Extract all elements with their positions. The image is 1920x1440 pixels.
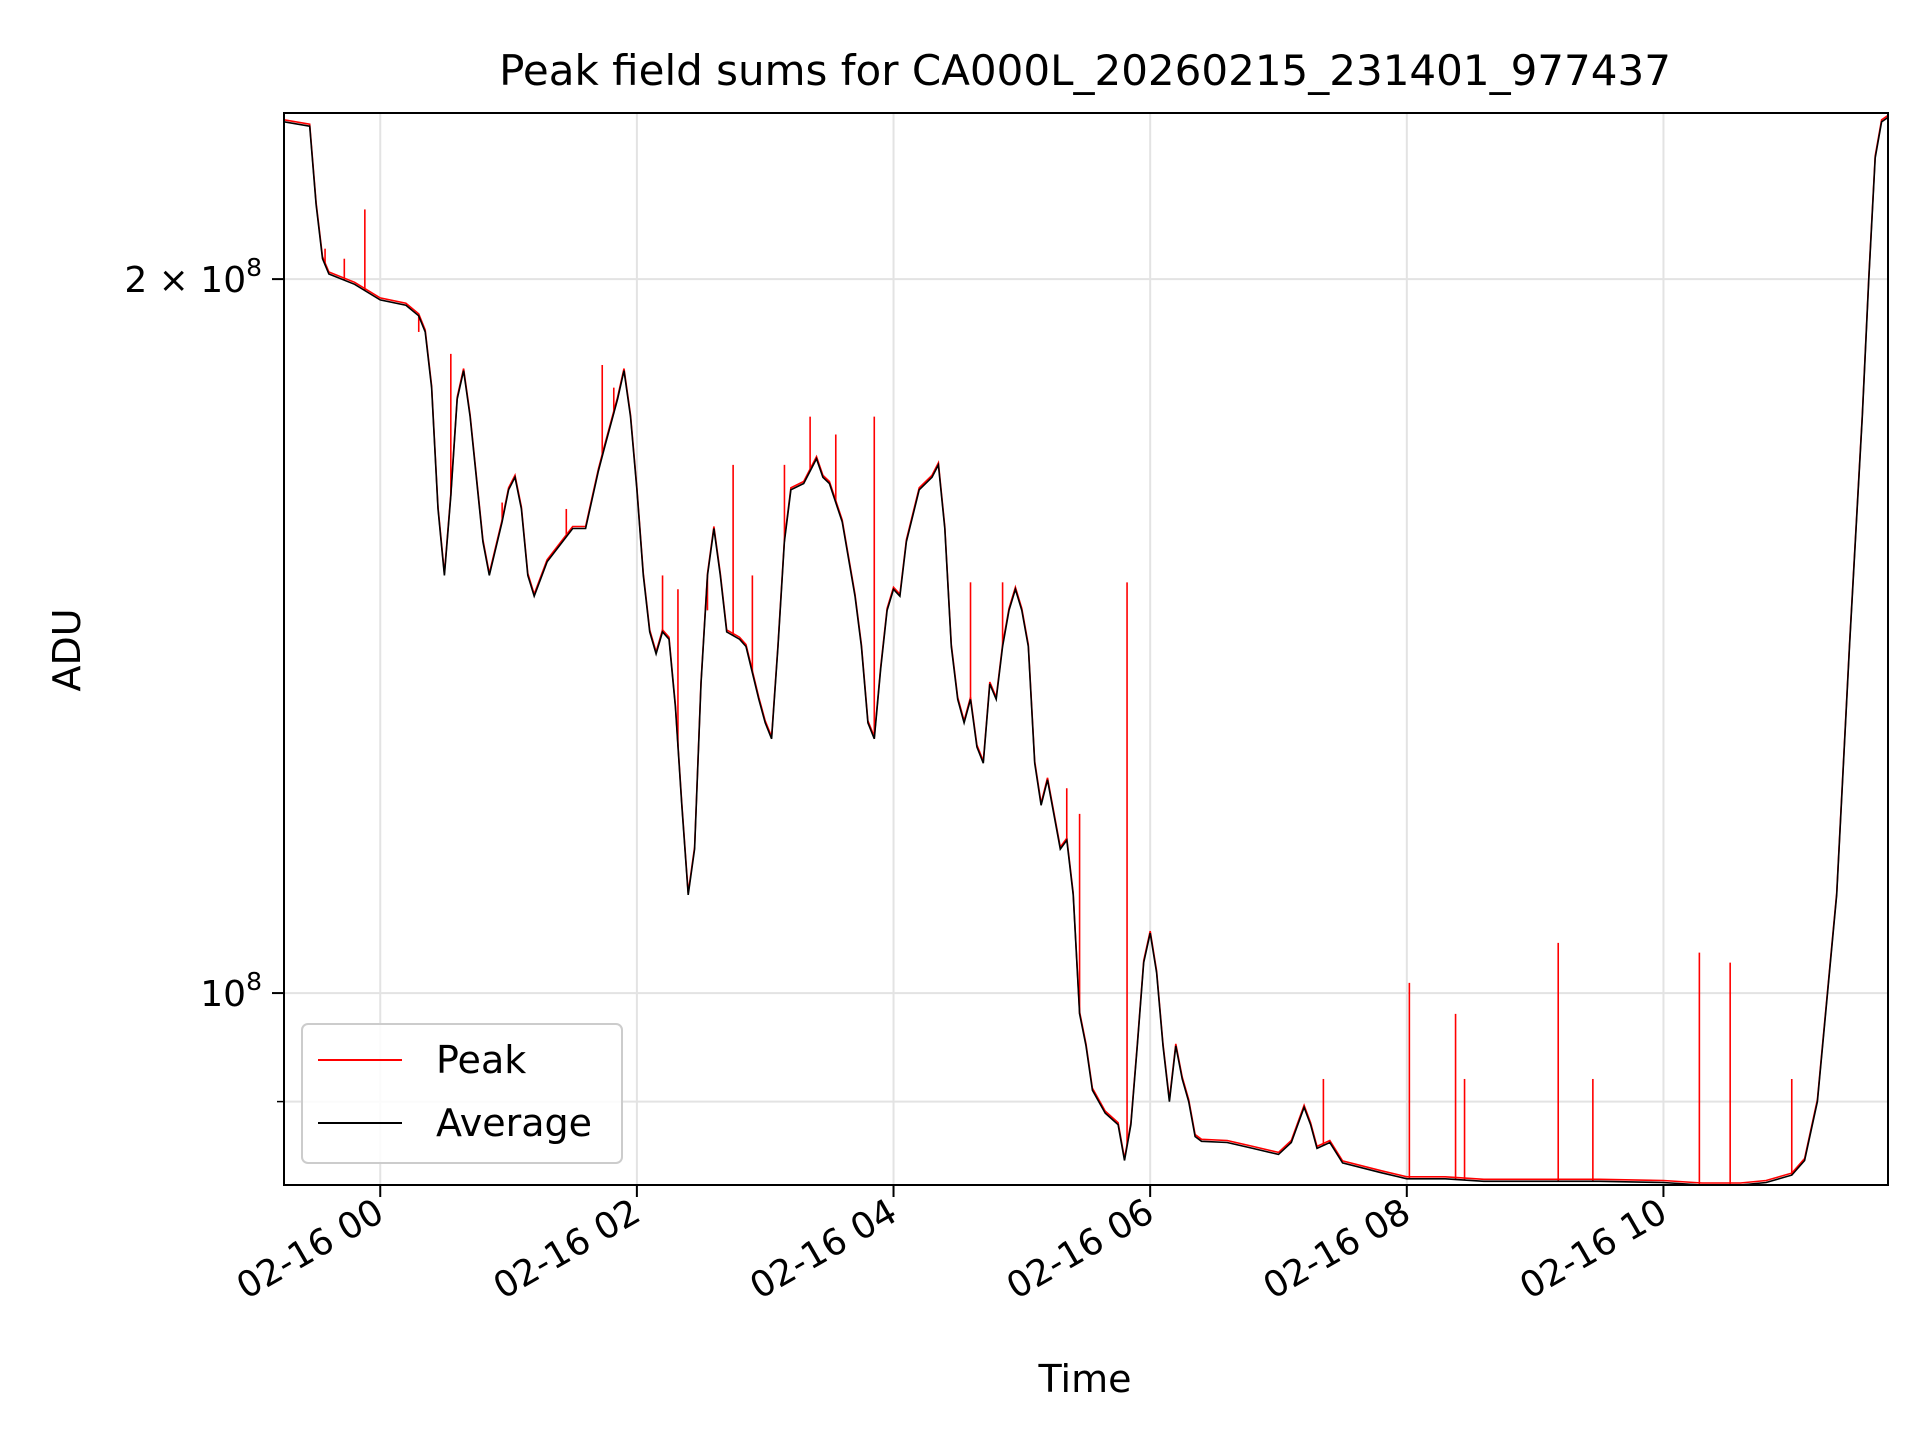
plot-frame	[283, 112, 1889, 1186]
legend: Peak Average	[301, 1023, 623, 1164]
y-axis: 2 × 108 108	[124, 253, 284, 1103]
legend-peak-label: Peak	[436, 1038, 526, 1082]
y-tick-label: 108	[200, 967, 262, 1015]
legend-box	[301, 1023, 623, 1164]
plot-lines	[284, 114, 1888, 1185]
legend-average-label: Average	[436, 1101, 592, 1145]
x-axis-label: Time	[1038, 1357, 1132, 1401]
chart-title: Peak field sums for CA000L_20260215_2314…	[499, 46, 1671, 95]
peak-series	[324, 209, 1793, 1185]
y-axis-label: ADU	[45, 608, 89, 691]
average-series-line	[284, 116, 1888, 1185]
y-tick-label: 2 × 108	[124, 253, 262, 301]
